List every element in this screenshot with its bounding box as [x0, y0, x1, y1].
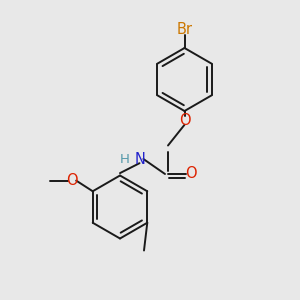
Text: O: O: [179, 113, 190, 128]
Text: N: N: [135, 152, 146, 167]
Text: Br: Br: [176, 22, 193, 38]
Text: H: H: [120, 153, 129, 166]
Text: O: O: [66, 173, 78, 188]
Text: O: O: [185, 167, 196, 182]
